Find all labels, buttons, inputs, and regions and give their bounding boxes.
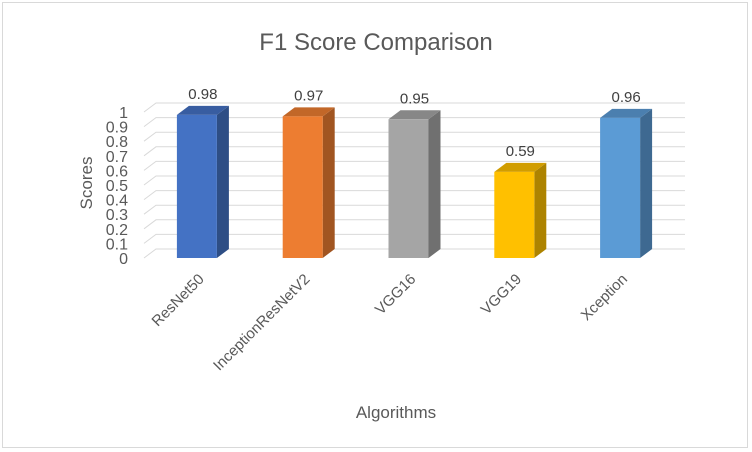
y-tick-label: 0.5 — [106, 178, 128, 195]
data-label: 0.98 — [188, 86, 217, 103]
data-label: 0.59 — [506, 143, 535, 160]
bar-side — [322, 107, 335, 258]
y-tick-label: 0.1 — [106, 236, 128, 253]
bar — [494, 162, 547, 258]
y-tick-label: 0.6 — [106, 163, 128, 180]
category-label: VGG16 — [372, 271, 419, 318]
y-tick-label: 0.8 — [106, 134, 128, 151]
bar-side — [428, 110, 441, 258]
gridline — [143, 146, 685, 157]
bars — [176, 105, 653, 258]
bar-top — [600, 108, 653, 118]
data-label: 0.96 — [611, 89, 640, 106]
y-tick-label: 0.9 — [106, 120, 128, 137]
bar — [282, 107, 335, 258]
y-tick-label: 0.3 — [106, 207, 128, 224]
bar-side — [534, 162, 547, 258]
bar-top — [388, 110, 441, 120]
x-axis-categories: ResNet50 InceptionResNetV2 VGG16 VGG19 Xcept… — [149, 271, 631, 374]
chart-title: F1 Score Comparison — [259, 29, 492, 56]
bar — [176, 105, 229, 258]
gridline — [143, 131, 685, 142]
bar — [600, 108, 653, 258]
bar-top — [176, 105, 229, 115]
gridline — [143, 160, 685, 171]
category-label: InceptionResNetV2 — [210, 271, 313, 374]
y-tick-label: 0 — [119, 251, 128, 268]
y-tick-label: 1 — [119, 105, 128, 122]
bar-front — [176, 114, 217, 258]
bar-front — [282, 116, 323, 258]
gridline — [143, 117, 685, 127]
bar-side — [216, 105, 229, 258]
bar-front — [388, 119, 429, 258]
bar-side — [640, 108, 653, 258]
y-axis-title: Scores — [77, 157, 96, 210]
bar — [388, 110, 441, 258]
category-label: Xception — [578, 271, 631, 324]
bar-top — [282, 107, 335, 117]
gridline — [143, 102, 685, 113]
y-tick-label: 0.2 — [106, 222, 128, 239]
x-axis-title: Algorithms — [356, 403, 436, 422]
y-tick-label: 0.7 — [106, 149, 128, 166]
data-labels: 0.98 0.97 0.95 0.59 0.96 — [188, 86, 640, 160]
bar-top — [494, 162, 547, 172]
y-axis-ticks: 00.10.20.30.40.50.60.70.80.91 — [106, 105, 128, 268]
data-label: 0.95 — [400, 90, 429, 107]
data-label: 0.97 — [294, 87, 323, 104]
category-label: ResNet50 — [149, 271, 208, 330]
category-label: VGG19 — [478, 271, 525, 318]
y-tick-label: 0.4 — [106, 193, 128, 210]
bar-front — [494, 171, 535, 258]
bar-front — [600, 117, 641, 258]
